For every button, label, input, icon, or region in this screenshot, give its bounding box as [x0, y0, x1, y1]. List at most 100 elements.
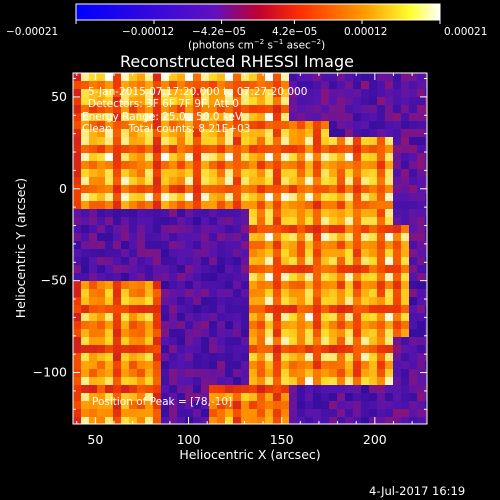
heatmap-cell — [289, 97, 297, 105]
heatmap-cell — [409, 353, 417, 361]
heatmap-cell — [241, 289, 249, 297]
heatmap-cell — [377, 305, 385, 313]
heatmap-cell — [193, 217, 201, 225]
heatmap-cell — [297, 185, 305, 193]
heatmap-cell — [313, 337, 321, 345]
heatmap-cell — [305, 353, 313, 361]
heatmap-cell — [401, 345, 409, 353]
heatmap-cell — [161, 417, 169, 424]
heatmap-cell — [425, 265, 427, 273]
heatmap-cell — [329, 409, 337, 417]
heatmap-cell — [377, 129, 385, 137]
heatmap-cell — [393, 185, 401, 193]
heatmap-cell — [129, 217, 137, 225]
heatmap-cell — [225, 281, 233, 289]
heatmap-cell — [153, 169, 161, 177]
heatmap-cell — [409, 201, 417, 209]
heatmap-cell — [265, 137, 273, 145]
heatmap-cell — [353, 209, 361, 217]
heatmap-cell — [113, 113, 121, 121]
heatmap-cell — [193, 313, 201, 321]
heatmap-cell — [393, 353, 401, 361]
heatmap-cell — [81, 257, 89, 265]
heatmap-cell — [241, 257, 249, 265]
heatmap-cell — [73, 241, 81, 249]
heatmap-cell — [305, 209, 313, 217]
heatmap-cells — [73, 73, 427, 424]
heatmap-cell — [97, 169, 105, 177]
heatmap-cell — [305, 185, 313, 193]
heatmap-cell — [313, 321, 321, 329]
heatmap-cell — [385, 217, 393, 225]
heatmap-cell — [345, 369, 353, 377]
heatmap-cell — [153, 233, 161, 241]
annotation-clean: Clean Total counts: 8.21E+03 — [82, 123, 251, 135]
heatmap-cell — [97, 73, 105, 81]
heatmap-cell — [409, 145, 417, 153]
heatmap-cell — [129, 153, 137, 161]
heatmap-cell — [281, 193, 289, 201]
colorbar-tick-label-5: 0.00012 — [344, 26, 388, 38]
heatmap-cell — [273, 281, 281, 289]
heatmap-cell — [361, 313, 369, 321]
heatmap-cell — [321, 249, 329, 257]
colorbar — [75, 3, 441, 24]
heatmap-cell — [241, 377, 249, 385]
heatmap-cell — [113, 209, 121, 217]
heatmap-cell — [417, 385, 425, 393]
heatmap-cell — [193, 369, 201, 377]
heatmap-cell — [193, 337, 201, 345]
heatmap-cell — [161, 409, 169, 417]
heatmap-cell — [313, 393, 321, 401]
heatmap-cell — [385, 337, 393, 345]
heatmap-cell — [281, 161, 289, 169]
heatmap-cell — [145, 81, 153, 89]
heatmap-cell — [113, 353, 121, 361]
heatmap-cell — [161, 209, 169, 217]
heatmap-cell — [169, 241, 177, 249]
heatmap-cell — [249, 137, 257, 145]
heatmap-cell — [377, 417, 385, 424]
heatmap-cell — [161, 377, 169, 385]
heatmap-cell — [81, 417, 89, 424]
heatmap-cell — [369, 177, 377, 185]
heatmap-cell — [313, 265, 321, 273]
heatmap-cell — [425, 225, 427, 233]
axis-ticks — [73, 73, 427, 424]
heatmap-cell — [81, 105, 89, 113]
heatmap-cell — [297, 409, 305, 417]
heatmap-cell — [201, 153, 209, 161]
heatmap-cell — [289, 305, 297, 313]
heatmap-cell — [177, 97, 185, 105]
heatmap-cell — [89, 217, 97, 225]
heatmap-cell — [385, 121, 393, 129]
heatmap-cell — [385, 225, 393, 233]
heatmap-cell — [409, 89, 417, 97]
heatmap-cell — [385, 297, 393, 305]
heatmap-cell — [169, 137, 177, 145]
heatmap-cell — [81, 385, 89, 393]
heatmap-cell — [369, 369, 377, 377]
heatmap-cell — [105, 241, 113, 249]
heatmap-cell — [273, 337, 281, 345]
heatmap-cell — [345, 257, 353, 265]
heatmap-cell — [185, 233, 193, 241]
heatmap-cell — [289, 113, 297, 121]
heatmap-cell — [297, 81, 305, 89]
heatmap-cell — [249, 313, 257, 321]
heatmap-cell — [305, 337, 313, 345]
heatmap-cell — [369, 201, 377, 209]
heatmap-cell — [369, 401, 377, 409]
heatmap-cell — [265, 105, 273, 113]
heatmap-cell — [97, 385, 105, 393]
heatmap-cell — [289, 297, 297, 305]
heatmap-cell — [209, 169, 217, 177]
heatmap-cell — [273, 161, 281, 169]
heatmap-cell — [177, 393, 185, 401]
heatmap-cell — [193, 289, 201, 297]
heatmap-cell — [353, 393, 361, 401]
heatmap-cell — [201, 337, 209, 345]
heatmap-cell — [193, 305, 201, 313]
heatmap-cell — [321, 257, 329, 265]
heatmap-cell — [305, 177, 313, 185]
